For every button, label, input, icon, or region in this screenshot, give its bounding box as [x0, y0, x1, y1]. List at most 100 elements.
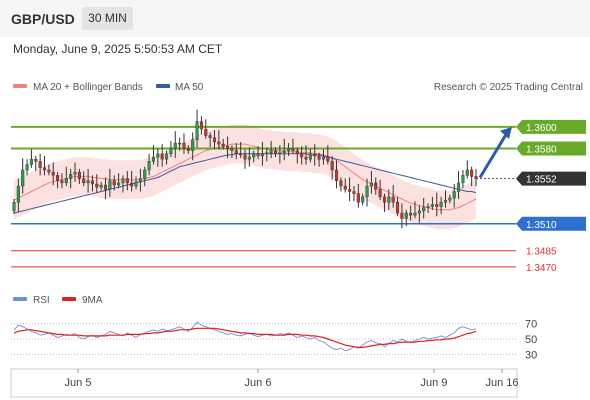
candle	[330, 155, 334, 180]
candle	[313, 144, 317, 166]
timestamp: Monday, June 9, 2025 5:50:53 AM CET	[13, 42, 223, 56]
candle	[417, 205, 421, 223]
candle	[21, 158, 25, 194]
candle	[64, 166, 68, 187]
ma50-legend-label: MA 50	[175, 82, 204, 93]
forecast-arrow-shaft	[478, 132, 509, 179]
x-tick-label-0: Jun 5	[65, 377, 92, 389]
rsi-grid: 70 50 30	[11, 319, 537, 361]
x-tick-label-2: Jun 9	[421, 377, 448, 389]
candle	[404, 209, 408, 226]
candle	[252, 150, 256, 163]
candle	[234, 143, 238, 160]
candle	[422, 197, 426, 219]
candle	[112, 175, 116, 191]
price-level-tag-0	[516, 119, 586, 134]
candle	[73, 162, 77, 182]
rsi-legend-label: RSI	[33, 295, 50, 306]
candle	[387, 189, 391, 210]
bollinger-bands	[14, 124, 476, 230]
candlesticks	[12, 109, 478, 229]
candle	[77, 168, 81, 184]
candle	[134, 176, 138, 190]
ma9-legend-label: 9MA	[82, 295, 103, 306]
candle	[260, 141, 264, 166]
price-level-label-3: 1.3510	[526, 220, 557, 231]
candle	[300, 146, 304, 165]
forecast-arrow	[478, 126, 512, 179]
candle	[38, 153, 42, 176]
candle	[448, 194, 452, 204]
candle	[143, 166, 147, 187]
candle	[69, 168, 73, 189]
x-tick-label-1: Jun 6	[245, 377, 272, 389]
candle	[304, 145, 308, 165]
candle	[34, 155, 38, 172]
rsi-lines	[13, 321, 477, 351]
candle	[82, 171, 86, 187]
rsi-ma9-line	[13, 327, 477, 348]
ma20-line	[13, 143, 477, 211]
rsi-tick-label-2: 30	[525, 349, 537, 361]
price-level-label-4: 1.3485	[526, 247, 557, 258]
candle	[295, 147, 299, 164]
candle	[400, 203, 404, 229]
candle	[95, 174, 99, 193]
candle	[278, 145, 282, 164]
candle	[378, 179, 382, 201]
candle	[317, 152, 321, 167]
candle	[178, 137, 182, 151]
forecast-arrow-head	[500, 126, 512, 139]
candle	[169, 140, 173, 158]
candle	[221, 138, 225, 150]
candle	[138, 168, 142, 192]
candle	[12, 199, 16, 215]
x-tick-label-3: Jun 16	[485, 377, 518, 389]
price-level-label-2: 1.3552	[526, 175, 557, 186]
candle	[239, 141, 243, 159]
candle	[256, 146, 260, 160]
bollinger-band-area	[14, 124, 476, 230]
ma9-legend-swatch	[62, 297, 76, 301]
candle	[47, 164, 51, 176]
candle	[147, 153, 151, 176]
candle	[103, 177, 108, 200]
candle	[25, 159, 29, 176]
candle	[230, 145, 234, 159]
ma20-legend-label: MA 20 + Bollinger Bands	[33, 82, 143, 93]
candle	[90, 175, 95, 192]
x-axis-box	[10, 368, 518, 398]
candle	[343, 178, 347, 193]
candle	[217, 130, 221, 150]
candle	[51, 162, 55, 186]
candle	[42, 155, 47, 176]
candle	[117, 173, 121, 189]
candle	[125, 171, 129, 191]
candle	[191, 132, 195, 161]
candle	[369, 171, 373, 194]
candle	[86, 168, 90, 193]
candle	[352, 186, 356, 202]
candle	[29, 149, 33, 168]
candle	[470, 166, 474, 187]
candle	[121, 175, 125, 193]
timeframe-button[interactable]: 30 MIN	[82, 7, 133, 30]
candle	[334, 160, 339, 189]
instrument-title: GBP/USD	[11, 11, 75, 27]
candle	[60, 173, 64, 189]
candle	[243, 149, 247, 169]
candle	[182, 133, 186, 154]
candle	[247, 147, 251, 167]
candle	[409, 205, 413, 221]
candle	[321, 149, 326, 165]
candle	[461, 169, 465, 189]
price-level-label-1: 1.3580	[526, 144, 557, 155]
candle	[151, 145, 156, 165]
candle	[108, 168, 112, 197]
price-level-label-5: 1.3470	[526, 263, 557, 274]
candle	[365, 178, 369, 207]
candle	[382, 193, 387, 212]
candle	[348, 177, 352, 202]
price-level-tag-3	[516, 216, 586, 231]
price-level-tag-2	[516, 171, 586, 186]
